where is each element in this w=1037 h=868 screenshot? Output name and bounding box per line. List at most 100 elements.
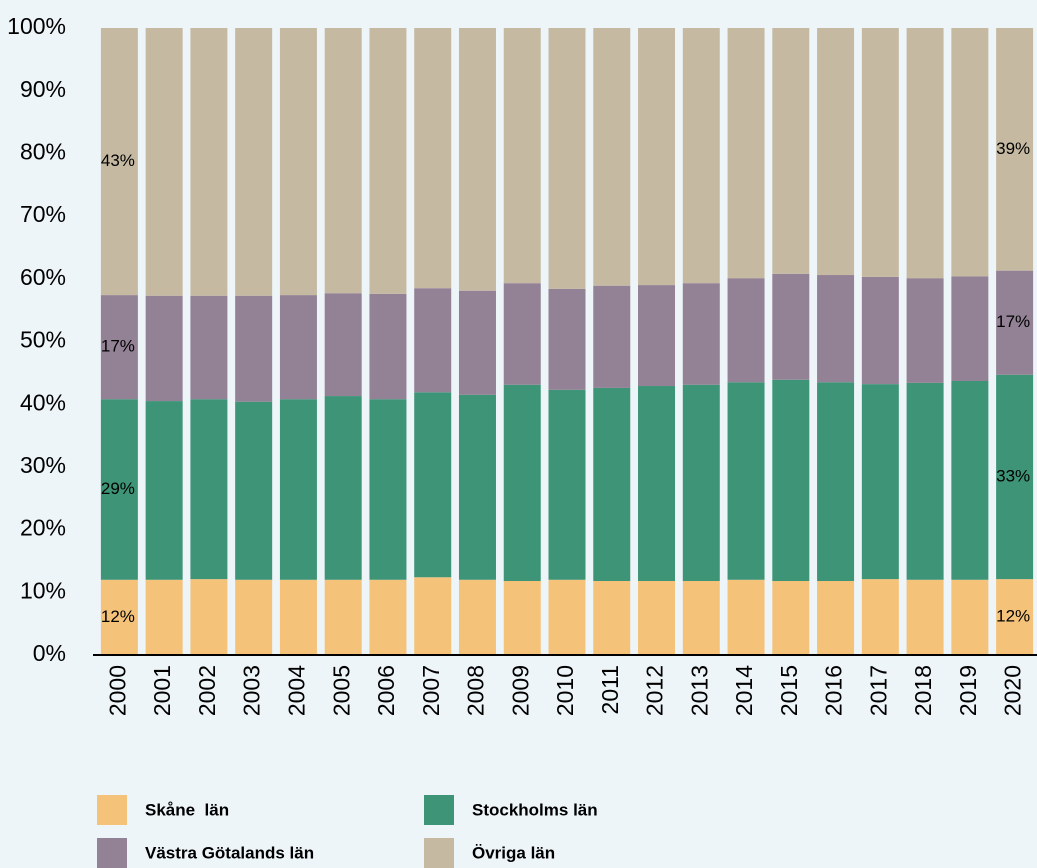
data-label: 12% [101,607,135,626]
bar-segment [906,382,944,580]
legend-label: Stockholms län [472,800,598,819]
bar-segment [458,394,496,580]
bar-segment [682,384,720,582]
bar-segment [772,379,810,582]
bar-segment [235,579,273,655]
y-tick-label: 0% [33,640,66,666]
bar-segment [996,374,1034,580]
bar-segment [548,288,586,390]
bar-segment [279,28,317,296]
bar-segment [190,579,228,655]
bar-segment [369,28,407,294]
bar-segment [548,389,586,580]
bar-segment [324,579,362,655]
x-tick-label: 2005 [328,665,354,716]
x-tick-label: 2002 [194,665,220,716]
legend-label: Västra Götalands län [145,843,314,862]
y-tick-label: 70% [20,201,66,227]
bar-segment [906,579,944,655]
bar-segment [324,293,362,397]
bar-segment [190,28,228,296]
bar-segment [996,270,1034,375]
bar-segment [951,276,989,382]
bar-segment [817,275,855,383]
bar-segment [145,579,183,655]
legend-label: Skåne län [145,800,229,819]
x-tick-label: 2015 [776,665,802,716]
bar-segment [324,28,362,294]
x-tick-label: 2012 [642,665,668,716]
bar-segment [458,579,496,655]
x-tick-label: 2019 [955,665,981,716]
data-label: 17% [101,337,135,356]
data-label: 17% [996,312,1030,331]
bar-segment [190,295,228,400]
y-tick-label: 80% [20,138,66,164]
x-tick-label: 2006 [373,665,399,716]
x-tick-label: 2010 [552,665,578,716]
bar-segment [638,581,676,655]
bar-segment [906,28,944,279]
x-tick-label: 2000 [104,665,130,716]
data-label: 33% [996,466,1030,485]
x-tick-label: 2013 [686,665,712,716]
bar-segment [772,28,810,274]
y-tick-label: 50% [20,327,66,353]
bar-segment [548,28,586,289]
bar-segment [369,579,407,655]
bar-segment [324,396,362,580]
y-tick-label: 90% [20,76,66,102]
legend-swatch [97,795,127,825]
y-tick-label: 40% [20,389,66,415]
x-tick-label: 2009 [507,665,533,716]
bar-segment [996,579,1034,655]
bar-segment [369,399,407,580]
bar-segment [100,579,138,655]
bar-segment [593,28,631,286]
bar-segment [235,28,273,296]
bar-segment [235,401,273,580]
bar-segment [279,399,317,580]
y-tick-label: 10% [20,577,66,603]
x-tick-label: 2004 [284,665,310,716]
bar-segment [100,295,138,400]
x-tick-label: 2001 [149,665,175,716]
bar-segment [414,577,452,655]
bar-segment [638,28,676,286]
bar-segment [548,579,586,655]
x-tick-label: 2018 [910,665,936,716]
x-tick-label: 2008 [463,665,489,716]
bar-segment [458,290,496,395]
bar-segment [145,28,183,296]
bar-segment [414,28,452,289]
bar-segment [772,273,810,380]
bar-segment [951,28,989,277]
bar-segment [279,579,317,655]
bar-segment [100,28,138,296]
x-tick-label: 2017 [865,665,891,716]
bar-segment [369,293,407,400]
x-tick-label: 2014 [731,665,757,716]
bar-segment [593,285,631,388]
bar-segment [503,384,541,582]
y-tick-label: 20% [20,515,66,541]
bar-segment [951,579,989,655]
data-label: 39% [996,139,1030,158]
bar-segment [414,288,452,393]
bar-segment [279,295,317,400]
bar-segment [638,285,676,387]
bar-segment [861,28,899,277]
data-label: 43% [101,151,135,170]
y-tick-label: 60% [20,264,66,290]
bar-segment [145,295,183,402]
legend-swatch [97,838,127,868]
data-label: 29% [101,479,135,498]
bar-segment [817,581,855,655]
x-tick-label: 2016 [821,665,847,716]
bar-segment [817,28,855,276]
x-tick-label: 2020 [1000,665,1026,716]
bar-segment [727,278,765,383]
x-tick-label: 2011 [597,665,623,714]
legend-swatch [424,795,454,825]
bar-segment [503,581,541,655]
